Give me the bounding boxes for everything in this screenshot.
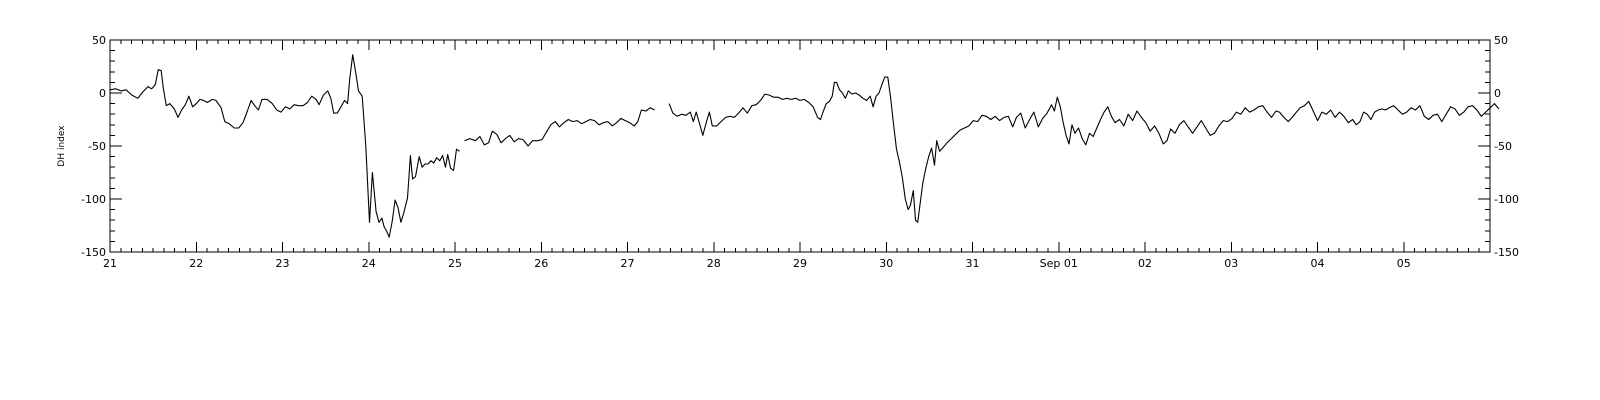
x-tick-labels: 21 22 23 24 25 26 27 28 29 30 31 Sep 01 02 03 04 05 [103,257,1411,270]
y-tick-label-right: 0 [1494,87,1501,100]
x-tick-label: 21 [103,257,117,270]
x-tick-label: 26 [534,257,548,270]
y-axis-label: DH index [57,125,67,167]
x-tick-label: 30 [879,257,893,270]
y-tick-label-right: -50 [1494,140,1512,153]
x-tick-label: 28 [707,257,721,270]
series-line-segment [109,54,460,238]
y-tick-labels-right: 50 0 -50 -100 -150 [1494,34,1519,259]
x-tick-label: 24 [362,257,376,270]
x-tick-label: 23 [276,257,290,270]
y-tick-label-left: -100 [81,193,106,206]
series-line-segment [464,107,655,147]
y-tick-label-left: -50 [88,140,106,153]
plot-frame [109,39,1491,253]
x-tick-label: 03 [1224,257,1238,270]
x-tick-label: 22 [189,257,203,270]
data-series [109,54,1500,238]
series-line-segment [668,76,1500,223]
y-tick-label-right: 50 [1494,34,1508,47]
y-tick-label-left: 50 [92,34,106,47]
x-tick-label: 25 [448,257,462,270]
x-tick-label: 05 [1397,257,1411,270]
x-tick-label: 29 [793,257,807,270]
x-tick-label: 27 [621,257,635,270]
x-tick-label: Sep 01 [1040,257,1078,270]
y-tick-label-left: 0 [99,87,106,100]
tick-marks [109,39,1490,253]
y-tick-label-right: -150 [1494,246,1519,259]
y-tick-label-left: -150 [81,246,106,259]
x-tick-label: 02 [1138,257,1152,270]
x-tick-label: 04 [1311,257,1325,270]
y-tick-label-right: -100 [1494,193,1519,206]
x-tick-label: 31 [966,257,980,270]
y-tick-labels-left: 50 0 -50 -100 -150 [81,34,106,259]
